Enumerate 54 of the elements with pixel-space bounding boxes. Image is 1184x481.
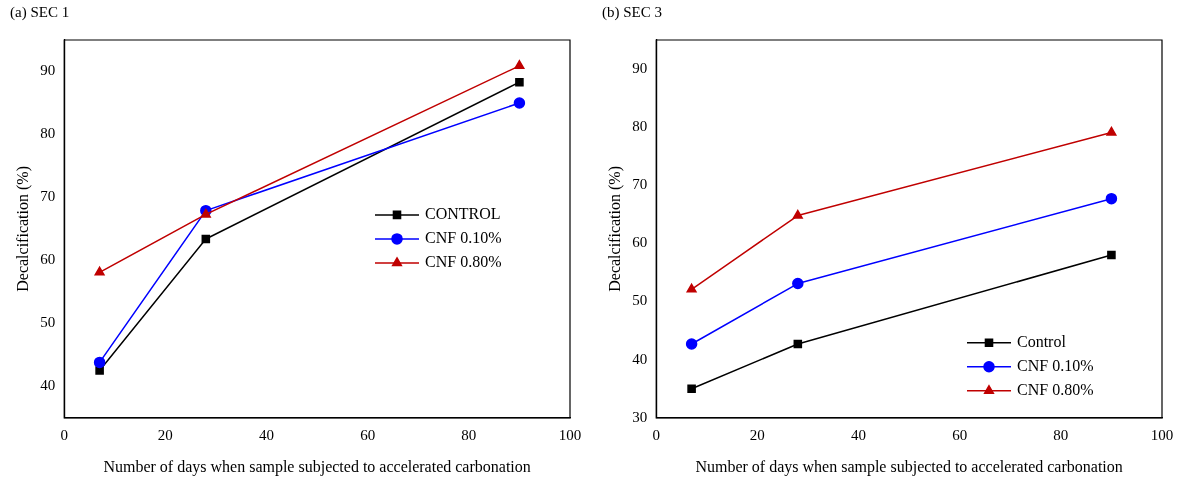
x-tick-label: 0 xyxy=(652,426,660,443)
point xyxy=(1105,192,1118,205)
legend-label: CNF 0.10% xyxy=(425,229,502,247)
point xyxy=(687,384,696,394)
point xyxy=(514,60,525,70)
x-axis-title: Number of days when sample subjected to accelerated carbonation xyxy=(695,457,1123,476)
chart-title: (a) SEC 1 xyxy=(10,3,70,21)
x-tick-label: 80 xyxy=(461,426,477,443)
x-tick-label: 100 xyxy=(1150,426,1174,443)
y-tick-label: 50 xyxy=(632,292,648,309)
y-tick-label: 40 xyxy=(632,350,648,367)
point xyxy=(686,283,697,293)
point xyxy=(793,339,803,349)
legend-label: CONTROL xyxy=(425,205,501,223)
point xyxy=(515,77,524,87)
y-axis-title: Decalcification (%) xyxy=(605,166,624,292)
x-tick-label: 60 xyxy=(952,426,968,443)
point xyxy=(792,209,803,219)
y-tick-label: 90 xyxy=(40,62,56,79)
x-tick-label: 60 xyxy=(360,426,376,443)
point xyxy=(95,366,104,375)
point xyxy=(93,356,106,369)
legend-label: CNF 0.10% xyxy=(1017,357,1094,374)
y-tick-label: 80 xyxy=(632,118,648,135)
x-tick-label: 0 xyxy=(60,426,68,443)
point xyxy=(201,234,211,244)
y-tick-label: 70 xyxy=(632,176,648,193)
point xyxy=(1107,250,1116,260)
point xyxy=(200,208,211,218)
point xyxy=(513,97,526,109)
y-tick-label: 30 xyxy=(632,408,648,425)
x-axis-title: Number of days when sample subjected to accelerated carbonation xyxy=(103,457,531,476)
point xyxy=(1106,126,1117,136)
y-tick-label: 60 xyxy=(40,251,56,268)
x-tick-label: 40 xyxy=(851,426,867,443)
y-tick-label: 70 xyxy=(40,188,56,205)
point xyxy=(94,266,105,276)
legend-label: CNF 0.80% xyxy=(425,253,502,271)
y-tick-label: 60 xyxy=(632,234,648,251)
x-tick-label: 40 xyxy=(259,426,275,443)
point xyxy=(792,277,804,290)
y-tick-label: 80 xyxy=(40,125,56,142)
y-axis-title: Decalcification (%) xyxy=(13,166,32,292)
legend-label: Control xyxy=(1017,333,1067,350)
legend-label: CNF 0.80% xyxy=(1017,381,1094,398)
x-tick-label: 100 xyxy=(558,426,582,443)
x-tick-label: 80 xyxy=(1053,426,1069,443)
point xyxy=(685,338,698,350)
x-tick-label: 20 xyxy=(749,426,765,443)
y-tick-label: 40 xyxy=(40,377,56,394)
x-tick-label: 20 xyxy=(157,426,173,443)
y-tick-label: 90 xyxy=(632,60,648,76)
chart-title: (b) SEC 3 xyxy=(602,3,662,21)
y-tick-label: 50 xyxy=(40,314,56,331)
